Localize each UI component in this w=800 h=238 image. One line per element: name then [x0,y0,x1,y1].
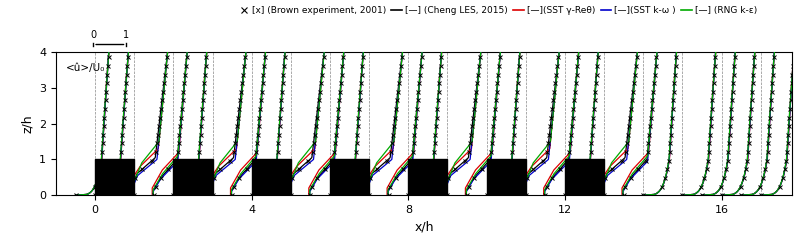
Y-axis label: z/h: z/h [21,114,34,133]
Bar [252,159,291,195]
Bar [330,159,369,195]
Bar [486,159,526,195]
X-axis label: x/h: x/h [414,220,434,233]
Bar [95,159,134,195]
Bar [174,159,213,195]
Text: <û>/U₀: <û>/U₀ [66,63,105,74]
Bar [408,159,447,195]
Bar [565,159,604,195]
Text: 0: 0 [90,30,96,40]
Legend: [x] (Brown experiment, 2001), [—] (Cheng LES, 2015), [—](SST γ-Reθ), [—](SST k-ω: [x] (Brown experiment, 2001), [—] (Cheng… [234,3,761,19]
Text: 1: 1 [123,30,130,40]
